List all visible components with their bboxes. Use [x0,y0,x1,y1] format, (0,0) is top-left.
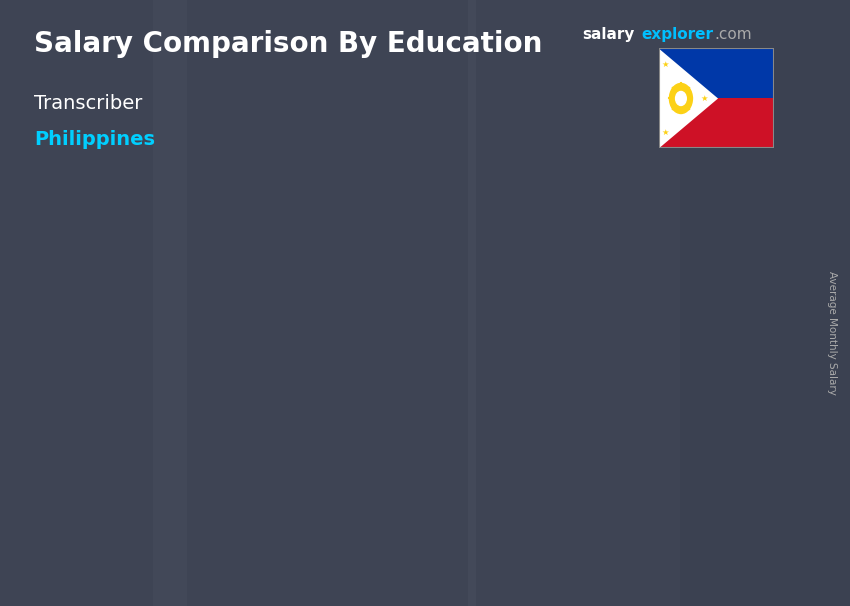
Text: Average Monthly Salary: Average Monthly Salary [827,271,837,395]
Text: ★: ★ [661,60,669,69]
Bar [0,0,187,606]
Text: Philippines: Philippines [34,130,155,149]
Bar [217,414,235,545]
Text: Salary Comparison By Education: Salary Comparison By Education [34,30,542,58]
Circle shape [670,84,693,113]
Bar [369,339,461,545]
Text: salary: salary [582,27,635,42]
Text: .com: .com [714,27,751,42]
Text: 37,500 PHP: 37,500 PHP [360,310,460,325]
Text: +68%: +68% [495,130,571,153]
Bar [126,414,217,545]
Bar [638,0,850,606]
Circle shape [676,92,686,105]
Bar [659,98,774,148]
Bar [468,0,680,606]
Text: +57%: +57% [251,270,327,294]
Polygon shape [613,195,722,199]
Text: explorer: explorer [642,27,714,42]
Bar [659,48,774,98]
Polygon shape [126,409,235,414]
Text: Transcriber: Transcriber [34,94,142,113]
Text: 23,900 PHP: 23,900 PHP [117,385,216,400]
Polygon shape [659,48,718,148]
Polygon shape [369,335,479,339]
Bar [613,199,704,545]
Bar [153,0,476,606]
Bar [461,339,479,545]
Bar [704,199,722,545]
Text: 63,000 PHP: 63,000 PHP [604,170,704,185]
Text: ★: ★ [700,94,708,103]
Text: ★: ★ [661,128,669,137]
